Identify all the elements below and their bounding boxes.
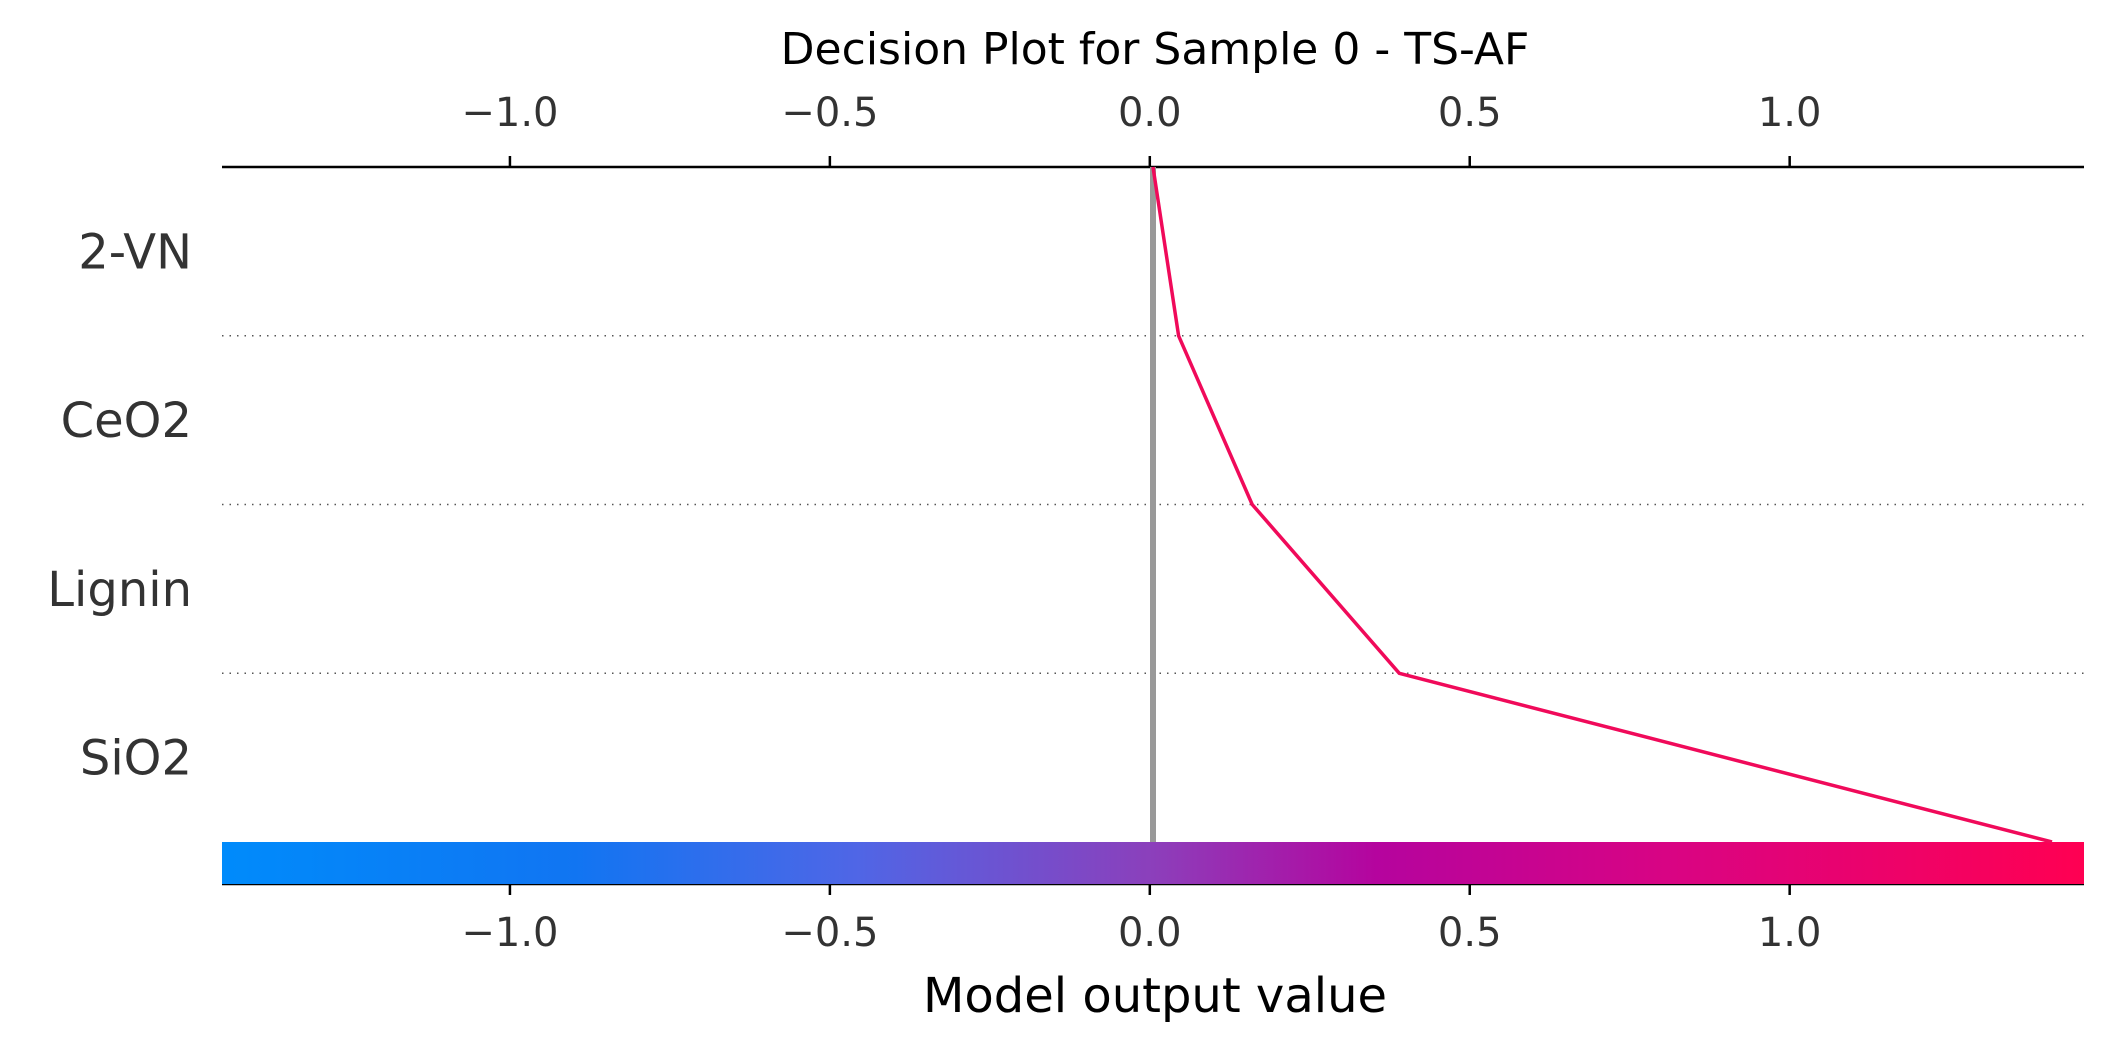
top-tick-label: 0.5 <box>1438 90 1502 136</box>
top-tick-label: −0.5 <box>781 90 878 136</box>
bottom-tick-label: −0.5 <box>781 910 878 956</box>
top-tick-label: 0.0 <box>1118 90 1182 136</box>
feature-label: CeO2 <box>61 393 192 449</box>
top-tick-label: 1.0 <box>1758 90 1822 136</box>
feature-label: 2-VN <box>78 224 192 280</box>
feature-labels: 2-VN CeO2 Lignin SiO2 <box>47 224 192 786</box>
bottom-tick-label: −1.0 <box>461 910 558 956</box>
bottom-tick-label: 0.5 <box>1438 910 1502 956</box>
feature-label: SiO2 <box>80 731 192 787</box>
bottom-axis: −1.0 −0.5 0.0 0.5 1.0 <box>222 882 2084 956</box>
colorbar <box>222 842 2084 884</box>
feature-label: Lignin <box>47 562 192 618</box>
bottom-tick-label: 0.0 <box>1118 910 1182 956</box>
bottom-tick-label: 1.0 <box>1758 910 1822 956</box>
decision-path-line <box>1151 166 2053 844</box>
x-axis-title: Model output value <box>923 968 1387 1024</box>
top-tick-label: −1.0 <box>461 90 558 136</box>
top-axis: −1.0 −0.5 0.0 0.5 1.0 <box>222 90 2084 169</box>
chart-title: Decision Plot for Sample 0 - TS-AF <box>781 24 1530 75</box>
